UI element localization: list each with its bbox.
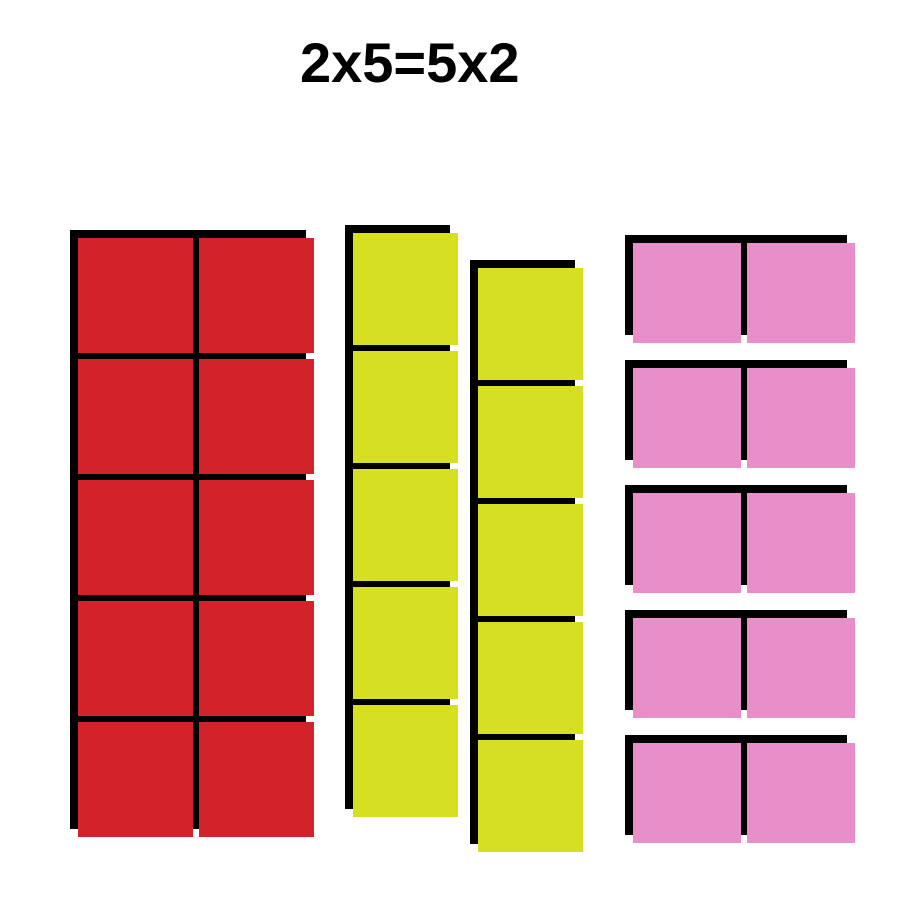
red-block-cell [199,480,314,595]
pink-rows-row [625,735,847,835]
pink-rows-cell [633,243,741,343]
red-block-cell [78,238,193,353]
pink-rows-cell [747,618,855,718]
pink-rows-row [625,610,847,710]
pink-rows-cell [747,493,855,593]
yellow-column-left [345,225,450,809]
pink-rows-row [625,485,847,585]
yellow-col-right-cell [478,504,583,616]
pink-rows-cell [633,743,741,843]
yellow-col-right-cell [478,386,583,498]
yellow-col-left-cell [353,233,458,345]
yellow-col-left-cell [353,469,458,581]
red-block-cell [199,238,314,353]
pink-rows-cell [633,493,741,593]
equation-text: 2x5=5x2 [300,30,520,95]
red-block-cell [199,359,314,474]
pink-rows-cell [747,368,855,468]
pink-rows-cell [747,743,855,843]
yellow-col-right-cell [478,268,583,380]
red-block-cell [78,722,193,837]
red-block-cell [199,601,314,716]
yellow-col-left-cell [353,351,458,463]
yellow-col-right-cell [478,740,583,852]
yellow-col-right-cell [478,622,583,734]
red-block-cell [199,722,314,837]
red-block-cell [78,601,193,716]
pink-rows-row [625,360,847,460]
pink-rows-row [625,235,847,335]
red-block [70,230,306,829]
pink-rows-cell [747,243,855,343]
pink-rows-cell [633,368,741,468]
pink-rows-cell [633,618,741,718]
diagram-stage: 2x5=5x2 [0,0,902,904]
red-block-cell [78,480,193,595]
pink-separated-rows [625,235,847,835]
yellow-column-right [470,260,575,844]
yellow-col-left-cell [353,587,458,699]
red-block-cell [78,359,193,474]
yellow-col-left-cell [353,705,458,817]
